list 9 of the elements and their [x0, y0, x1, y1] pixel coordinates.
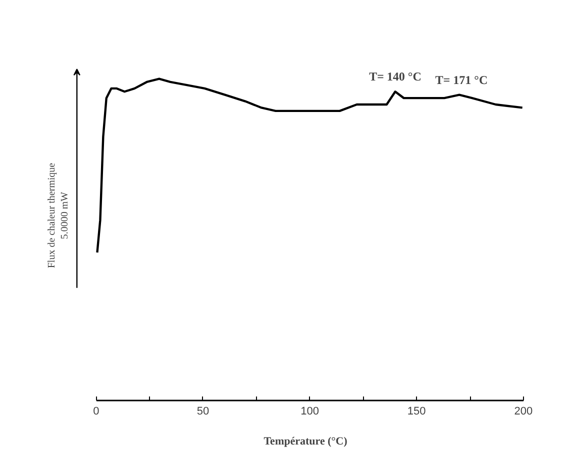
x-tick-label: 50: [196, 406, 210, 418]
x-tick-label: 100: [300, 406, 319, 418]
x-axis-title: Température (°C): [264, 436, 348, 448]
x-tick-label: 0: [93, 406, 100, 418]
annotation: T= 171 °C: [435, 72, 488, 87]
x-tick-label: 150: [407, 406, 426, 418]
y-axis-title: Flux de chaleur thermique 5.0000 mW: [46, 162, 70, 268]
x-tick-label: 200: [514, 406, 533, 418]
annotation: T= 140 °C: [369, 70, 422, 84]
